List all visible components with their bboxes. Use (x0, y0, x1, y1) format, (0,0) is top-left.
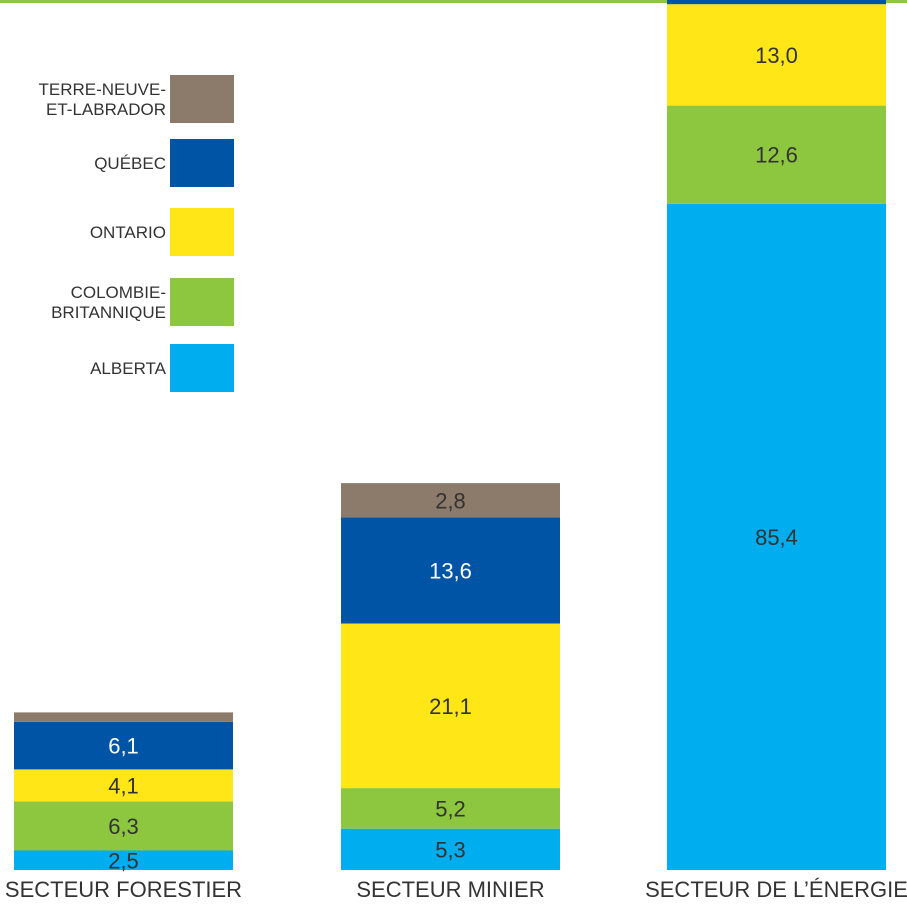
data-label-ontario-secteur-de-l-energie: 13,0 (755, 43, 798, 68)
bar-segment-alberta-secteur-minier (341, 828, 560, 870)
bar-segment-quebec-secteur-de-l-energie (667, 0, 886, 5)
data-label-terre-neuve-et-labrador-secteur-minier: 2,8 (435, 488, 466, 513)
bar-segment-alberta-secteur-de-l-energie (667, 203, 886, 870)
data-label-colombie-britannique-secteur-minier: 5,2 (435, 796, 466, 821)
bar-segment-ontario-secteur-de-l-energie (667, 4, 886, 106)
legend-item-ontario: ONTARIO (90, 208, 234, 256)
data-label-colombie-britannique-secteur-de-l-energie: 12,6 (755, 143, 798, 168)
bar-segment-alberta-secteur-forestier (14, 850, 233, 870)
bar-segment-ontario-secteur-minier (341, 623, 560, 789)
bar-segment-terre-neuve-et-labrador-secteur-forestier (14, 712, 233, 722)
bar-secteur-forestier: 2,5 6,3 4,1 6,1 (14, 712, 233, 873)
legend-label-ontario: ONTARIO (90, 223, 166, 242)
bar-segment-colombie-britannique-secteur-forestier (14, 801, 233, 851)
data-label-quebec-secteur-forestier: 6,1 (108, 734, 139, 759)
legend-label-colombie-britannique: COLOMBIE-BRITANNIQUE (51, 283, 166, 322)
legend-swatch-terre-neuve-et-labrador (170, 75, 234, 123)
category-label-secteur-minier: SECTEUR MINIER (356, 877, 544, 902)
legend-swatch-ontario (170, 208, 234, 256)
legend: TERRE-NEUVE-ET-LABRADOR QUÉBEC ONTARIO COLO… (38, 75, 234, 392)
bar-segment-colombie-britannique-secteur-de-l-energie (667, 105, 886, 204)
bar-secteur-de-l-energie: 85,412,613,013.77,1 (667, 0, 886, 870)
top-rule (0, 0, 907, 3)
bars: 2,5 6,3 4,1 6,1 5,3 5,2 21,1 13,6 2,8 85,4 12,6 13,… (14, 0, 886, 873)
legend-item-quebec: QUÉBEC (94, 139, 234, 187)
data-label-quebec-secteur-minier: 13,6 (429, 559, 472, 584)
legend-item-alberta: ALBERTA (90, 344, 234, 392)
bar-segment-quebec-secteur-forestier (14, 721, 233, 770)
data-label-alberta-secteur-de-l-energie: 85,4 (755, 525, 798, 550)
category-label-secteur-de-l-energie: SECTEUR DE L’ÉNERGIE (645, 877, 907, 902)
legend-swatch-colombie-britannique (170, 278, 234, 326)
legend-swatch-alberta (170, 344, 234, 392)
category-label-secteur-forestier: SECTEUR FORESTIER (5, 877, 242, 902)
bar-segment-ontario-secteur-forestier (14, 769, 233, 802)
legend-item-terre-neuve-et-labrador: TERRE-NEUVE-ET-LABRADOR (38, 75, 234, 123)
legend-item-colombie-britannique: COLOMBIE-BRITANNIQUE (51, 278, 234, 326)
legend-label-terre-neuve-et-labrador: TERRE-NEUVE-ET-LABRADOR (38, 80, 166, 119)
legend-swatch-quebec (170, 139, 234, 187)
data-label-alberta-secteur-forestier: 2,5 (108, 848, 139, 873)
bar-segment-colombie-britannique-secteur-minier (341, 788, 560, 829)
bar-segment-quebec-secteur-minier (341, 517, 560, 624)
bar-secteur-minier: 5,3 5,2 21,1 13,6 2,8 (341, 483, 560, 870)
category-labels: SECTEUR FORESTIER SECTEUR MINIER SECTEUR D… (5, 877, 907, 902)
bar-segment-terre-neuve-et-labrador-secteur-minier (341, 483, 560, 518)
data-label-ontario-secteur-minier: 21,1 (429, 694, 472, 719)
data-label-ontario-secteur-forestier: 4,1 (108, 773, 139, 798)
data-label-alberta-secteur-minier: 5,3 (435, 837, 466, 862)
data-label-colombie-britannique-secteur-forestier: 6,3 (108, 814, 139, 839)
legend-label-alberta: ALBERTA (90, 359, 167, 378)
legend-label-quebec: QUÉBEC (94, 154, 166, 173)
